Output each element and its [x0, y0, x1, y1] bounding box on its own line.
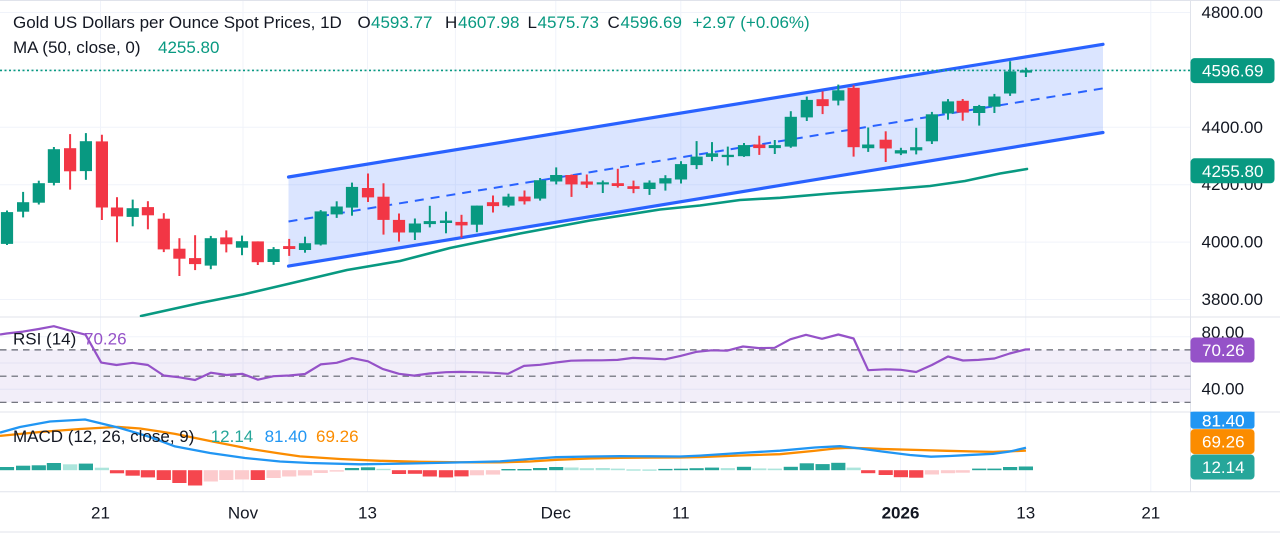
svg-text:MA (50, close, 0): MA (50, close, 0) [13, 38, 141, 57]
svg-text:3800.00: 3800.00 [1202, 290, 1263, 309]
svg-text:13: 13 [1016, 504, 1035, 523]
svg-text:2026: 2026 [882, 504, 920, 523]
svg-text:12.14: 12.14 [1202, 458, 1245, 477]
svg-text:4400.00: 4400.00 [1202, 118, 1263, 137]
svg-text:80.00: 80.00 [1202, 323, 1245, 342]
svg-text:81.40: 81.40 [265, 427, 308, 446]
svg-text:70.26: 70.26 [84, 330, 127, 349]
svg-text:13: 13 [358, 504, 377, 523]
svg-text:4800.00: 4800.00 [1202, 3, 1263, 22]
svg-text:40.00: 40.00 [1202, 379, 1245, 398]
svg-text:11: 11 [672, 504, 690, 523]
svg-text:4593.77: 4593.77 [371, 13, 432, 32]
svg-text:C: C [608, 13, 620, 32]
svg-text:H: H [445, 13, 457, 32]
svg-text:L: L [528, 13, 537, 32]
svg-text:Gold US Dollars per Ounce Spot: Gold US Dollars per Ounce Spot Prices, 1… [13, 13, 342, 32]
svg-text:4255.80: 4255.80 [158, 38, 219, 57]
svg-text:RSI (14): RSI (14) [13, 330, 76, 349]
svg-text:4575.73: 4575.73 [538, 13, 599, 32]
svg-text:4607.98: 4607.98 [458, 13, 519, 32]
svg-text:MACD (12, 26, close, 9): MACD (12, 26, close, 9) [13, 427, 194, 446]
svg-text:O: O [358, 13, 371, 32]
svg-text:+2.97 (+0.06%): +2.97 (+0.06%) [693, 13, 810, 32]
svg-text:69.26: 69.26 [316, 427, 359, 446]
svg-text:69.26: 69.26 [1202, 433, 1245, 452]
svg-text:4596.69: 4596.69 [621, 13, 682, 32]
svg-text:70.26: 70.26 [1202, 341, 1245, 360]
svg-text:21: 21 [91, 504, 110, 523]
svg-text:4255.80: 4255.80 [1202, 162, 1263, 181]
svg-text:81.40: 81.40 [1202, 411, 1245, 430]
svg-text:Dec: Dec [541, 504, 572, 523]
svg-text:Nov: Nov [228, 504, 259, 523]
svg-text:4596.69: 4596.69 [1202, 62, 1263, 81]
svg-text:21: 21 [1141, 504, 1160, 523]
svg-text:4000.00: 4000.00 [1202, 233, 1263, 252]
svg-text:12.14: 12.14 [211, 427, 254, 446]
